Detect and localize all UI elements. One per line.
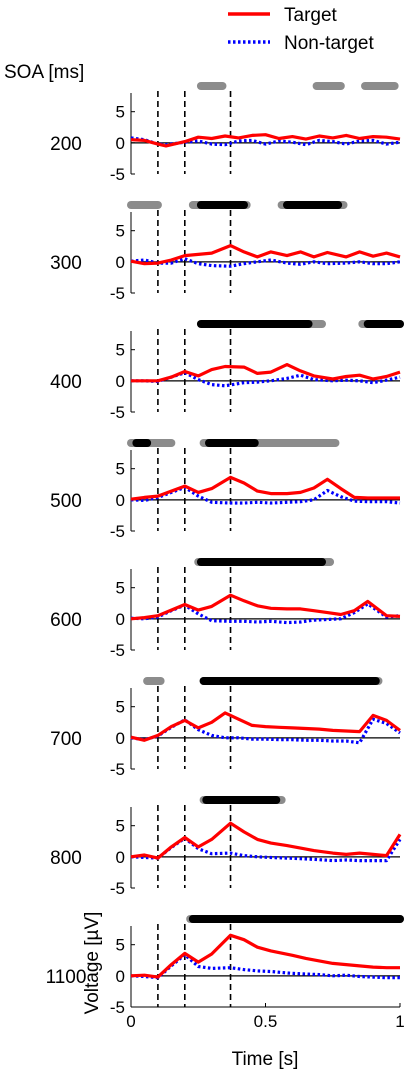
y-tick-label: 5 [116,460,125,479]
y-tick-label: 5 [116,103,125,122]
panel-soa-800: 800 -5 0 5 [50,796,402,898]
y-tick-label: 5 [116,817,125,836]
legend-label-target: Target [284,5,338,26]
y-axis-label: Voltage [µV] [82,912,103,1015]
soa-label: 300 [50,253,82,274]
legend: Target Non-target [228,5,374,54]
x-axis-label: Time [s] [232,1049,299,1070]
target-series-line [130,933,400,979]
y-tick-label: 5 [116,936,125,955]
target-series-line [131,363,401,383]
y-tick-label: 0 [116,967,125,986]
soa-label: 400 [50,372,82,393]
nontarget-series-line [130,602,401,625]
nontarget-series-line [131,371,401,388]
target-series-line [130,244,401,266]
y-tick-label: 0 [116,491,125,510]
y-tick-label: 5 [116,341,125,360]
soa-label: 200 [50,134,82,155]
y-tick-label: 0 [116,253,125,272]
panel-soa-700: 700 -5 0 5 [50,677,401,779]
target-series-line [130,821,402,860]
target-series-line [130,475,400,501]
y-tick-label: 0 [116,848,125,867]
y-tick-label: 5 [116,222,125,241]
y-tick-label: -5 [110,284,125,303]
target-series-line [130,593,401,621]
legend-label-nontarget: Non-target [284,33,374,54]
y-tick-label: 0 [116,610,125,629]
x-tick-label: 1 [395,1012,404,1031]
nontarget-series-line [130,953,400,980]
panel-soa-600: 600 -5 0 5 [50,558,401,660]
y-tick-label: 5 [116,698,125,717]
panel-soa-300: 300 -5 0 5 [50,201,401,303]
y-tick-label: -5 [110,165,125,184]
y-tick-label: -5 [110,522,125,541]
soa-label: 1100 [46,967,87,988]
x-tick-label: 0.5 [254,1012,278,1031]
x-tick-label: 0 [126,1012,135,1031]
nontarget-series-line [130,485,401,505]
y-tick-label: 0 [116,134,125,153]
y-tick-label: -5 [110,998,125,1017]
panel-soa-200: 200 -5 0 5 [50,82,401,184]
nontarget-series-line [130,257,401,268]
target-series-line [130,711,401,742]
y-tick-label: -5 [110,641,125,660]
y-tick-label: -5 [110,403,125,422]
y-tick-label: -5 [110,879,125,898]
y-tick-label: -5 [110,760,125,779]
y-tick-label: 0 [116,372,125,391]
panel-soa-400: 400 -5 0 5 [50,320,404,422]
soa-label: 600 [50,610,82,631]
soa-label: 500 [50,491,82,512]
soa-column-header: SOA [ms] [4,62,84,83]
panel-soa-500: 500 -5 0 5 [50,439,401,541]
chart-panels: 200-505300-505400-505500-505600-505700-5… [46,82,405,1031]
target-series-line [130,133,401,148]
soa-label: 800 [50,848,82,869]
soa-label: 700 [50,729,82,750]
y-tick-label: 0 [116,729,125,748]
y-tick-label: 5 [116,579,125,598]
